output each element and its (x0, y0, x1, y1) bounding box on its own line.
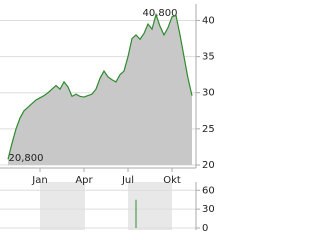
x-tick-label: Apr (75, 175, 93, 186)
chart: 40,800 20,800 20 25 30 35 40 Jan Apr Jul Okt 0 30 6… (0, 4, 215, 234)
y-tick-label: 20 (202, 160, 215, 171)
y-tick-label: 30 (202, 88, 215, 99)
y-tick-label: 0 (202, 223, 208, 232)
price-line (7, 12, 193, 160)
quarter-band (40, 182, 85, 230)
x-tick-label: Jan (31, 175, 47, 186)
x-tick-label: Jul (121, 175, 134, 186)
volume-bar (135, 199, 137, 228)
y-tick-label: 60 (202, 185, 215, 196)
y-tick-label: 40 (202, 15, 215, 26)
min-annotation: 20,800 (9, 153, 44, 164)
price-area (8, 14, 192, 165)
y-tick-label: 30 (202, 204, 215, 215)
y-tick-label: 35 (202, 52, 215, 63)
quarter-band (128, 182, 172, 230)
x-tick-label: Okt (163, 175, 181, 186)
max-annotation: 40,800 (143, 8, 178, 19)
y-tick-label: 25 (202, 124, 215, 135)
